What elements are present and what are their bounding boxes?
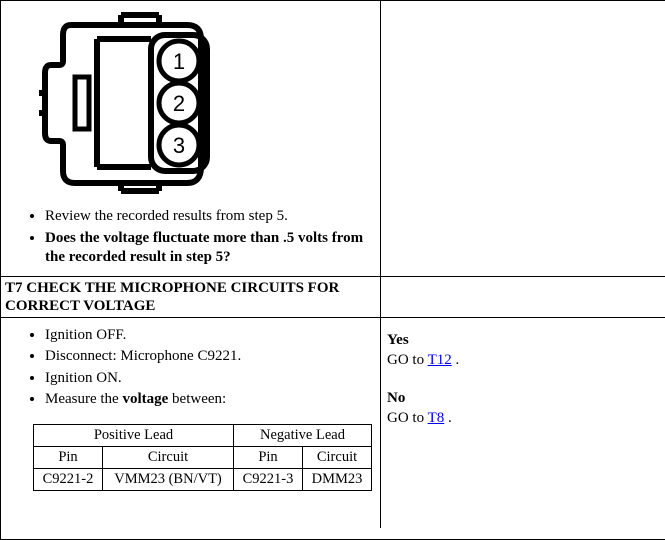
step-t6-right [381,1,665,276]
voltage-table: Positive Lead Negative Lead Pin Circuit … [33,424,372,491]
step-t7-heading-right [381,277,665,317]
bullet-ignition-on: Ignition ON. [45,369,374,389]
pin-3-label: 3 [173,133,185,158]
negative-lead-header: Negative Lead [234,424,372,446]
pos-pin-header: Pin [34,446,103,468]
step-t7-heading: T7 CHECK THE MICROPHONE CIRCUITS FOR COR… [1,277,381,317]
measure-post: between: [168,391,226,407]
diagnostic-table: 1 2 3 Review the recorded results from s… [0,0,665,540]
bullet-review: Review the recorded results from step 5. [45,207,374,227]
link-t12[interactable]: T12 [428,352,452,368]
bullet-question: Does the voltage fluctuate more than .5 … [45,229,374,268]
table-header-row-1: Positive Lead Negative Lead [34,424,372,446]
step-t6-left: 1 2 3 Review the recorded results from s… [1,1,381,276]
step-t6-row: 1 2 3 Review the recorded results from s… [1,1,665,277]
pin-1-label: 1 [173,49,185,74]
step-t7-bullets: Ignition OFF. Disconnect: Microphone C92… [7,326,374,410]
step-t7-right: Yes GO to T12 . No GO to T8 . [381,318,665,528]
no-goto-text: GO to [387,410,428,426]
measure-bold: voltage [122,391,168,407]
step-t7-left: Ignition OFF. Disconnect: Microphone C92… [1,318,381,528]
neg-pin-header: Pin [234,446,303,468]
connector-diagram: 1 2 3 [33,7,243,199]
measure-pre: Measure the [45,391,122,407]
no-goto-line: GO to T8 . [387,408,660,428]
pin-2-label: 2 [173,91,185,116]
positive-lead-header: Positive Lead [34,424,234,446]
step-t6-bullets: Review the recorded results from step 5.… [7,207,374,268]
neg-circuit-header: Circuit [303,446,372,468]
pos-pin-cell: C9221-2 [34,468,103,490]
neg-circuit-cell: DMM23 [303,468,372,490]
link-t8[interactable]: T8 [428,410,445,426]
step-t7-body-row: Ignition OFF. Disconnect: Microphone C92… [1,318,665,528]
bullet-disconnect: Disconnect: Microphone C9221. [45,347,374,367]
neg-pin-cell: C9221-3 [234,468,303,490]
no-period: . [444,410,452,426]
result-block: Yes GO to T12 . No GO to T8 . [387,330,660,429]
no-label: No [387,388,660,408]
yes-label: Yes [387,330,660,350]
bullet-measure: Measure the voltage between: [45,390,374,410]
table-header-row-2: Pin Circuit Pin Circuit [34,446,372,468]
bullet-ignition-off: Ignition OFF. [45,326,374,346]
step-t7-heading-row: T7 CHECK THE MICROPHONE CIRCUITS FOR COR… [1,277,665,318]
yes-goto-line: GO to T12 . [387,350,660,370]
pos-circuit-header: Circuit [103,446,234,468]
pos-circuit-cell: VMM23 (BN/VT) [103,468,234,490]
yes-period: . [452,352,460,368]
table-data-row: C9221-2 VMM23 (BN/VT) C9221-3 DMM23 [34,468,372,490]
yes-goto-text: GO to [387,352,428,368]
